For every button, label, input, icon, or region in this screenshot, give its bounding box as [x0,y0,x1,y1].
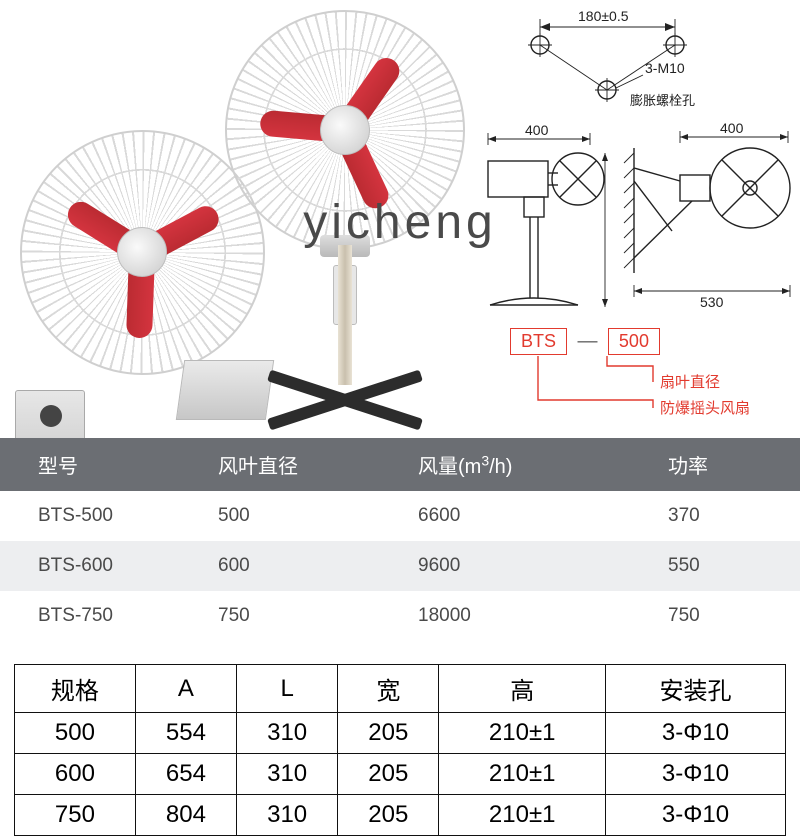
dimension-cell: 654 [135,754,236,795]
model-dash: — [571,330,603,352]
spec-cell: BTS-500 [0,491,180,541]
spec-table-row: BTS-5005006600370 [0,491,800,541]
fan-stand-photo [225,10,465,430]
spec-cell: 500 [180,491,380,541]
spec-cell: BTS-750 [0,591,180,641]
spec-cell: 18000 [380,591,630,641]
dimension-cell: 500 [15,713,136,754]
spec-cell: 9600 [380,541,630,591]
dimension-cell: 205 [338,795,439,836]
spec-table-header-row: 型号 风叶直径 风量(m3/h) 功率 [0,438,800,491]
label-fan-type: 防爆摇头风扇 [660,396,750,422]
top-area: 180±0.5 3-M10 膨胀螺栓孔 400 [0,0,800,435]
dimension-table-row: 600654310205210±13-Φ10 [15,754,786,795]
col-power: 功率 [630,438,800,491]
model-labels: 扇叶直径 防爆摇头风扇 [660,370,750,422]
dimension-cell: 210±1 [439,713,606,754]
dim-label: 400 [720,123,744,136]
bolt-spec-label: 3-M10 [645,60,685,76]
fan-hub-icon [117,227,167,277]
model-prefix-chip: BTS [510,328,567,355]
bolt-pattern-diagram: 180±0.5 3-M10 膨胀螺栓孔 [500,5,720,110]
dimension-cell: 554 [135,713,236,754]
col-model: 型号 [0,438,180,491]
stand-side-diagram: 400 [470,123,625,328]
fan-hub-icon [320,105,370,155]
col-height: 高 [439,665,606,713]
wall-side-diagram: 400 530 [620,123,800,323]
dim-label: 530 [700,294,724,310]
dimension-cell: 210±1 [439,795,606,836]
spec-table: 型号 风叶直径 风量(m3/h) 功率 BTS-5005006600370BTS… [0,438,800,641]
col-width: 宽 [338,665,439,713]
spec-table-row: BTS-6006009600550 [0,541,800,591]
dim-label: 180±0.5 [578,8,629,24]
dimension-cell: 3-Φ10 [606,713,786,754]
spec-cell: 550 [630,541,800,591]
col-l: L [237,665,338,713]
spec-table-row: BTS-75075018000750 [0,591,800,641]
dimension-cell: 3-Φ10 [606,795,786,836]
col-airflow: 风量(m3/h) [380,438,630,491]
dimension-cell: 205 [338,713,439,754]
spec-cell: 600 [180,541,380,591]
model-size-chip: 500 [608,328,660,355]
dimension-cell: 310 [237,754,338,795]
bolt-hole-label: 膨胀螺栓孔 [630,93,695,108]
dimension-table-header-row: 规格 A L 宽 高 安装孔 [15,665,786,713]
dimension-table-row: 750804310205210±13-Φ10 [15,795,786,836]
col-a: A [135,665,236,713]
dimension-cell: 600 [15,754,136,795]
spec-cell: BTS-600 [0,541,180,591]
fan-base-icon [265,372,425,427]
label-blade-diameter: 扇叶直径 [660,370,750,396]
dimension-cell: 750 [15,795,136,836]
model-code: BTS — 500 [510,328,660,355]
dimension-table: 规格 A L 宽 高 安装孔 500554310205210±13-Φ10600… [14,664,786,836]
col-holes: 安装孔 [606,665,786,713]
dimension-table-row: 500554310205210±13-Φ10 [15,713,786,754]
spec-cell: 750 [180,591,380,641]
spec-cell: 750 [630,591,800,641]
dimension-cell: 3-Φ10 [606,754,786,795]
dimension-cell: 804 [135,795,236,836]
col-airflow-label: 风量(m3/h) [418,456,512,478]
spec-cell: 370 [630,491,800,541]
dimension-cell: 310 [237,713,338,754]
fan-pole-icon [338,245,352,385]
col-spec: 规格 [15,665,136,713]
dimension-diagrams: 180±0.5 3-M10 膨胀螺栓孔 400 [470,5,800,335]
spec-cell: 6600 [380,491,630,541]
col-blade-dia: 风叶直径 [180,438,380,491]
dim-label: 400 [525,123,549,138]
dimension-cell: 205 [338,754,439,795]
dimension-cell: 210±1 [439,754,606,795]
dimension-cell: 310 [237,795,338,836]
